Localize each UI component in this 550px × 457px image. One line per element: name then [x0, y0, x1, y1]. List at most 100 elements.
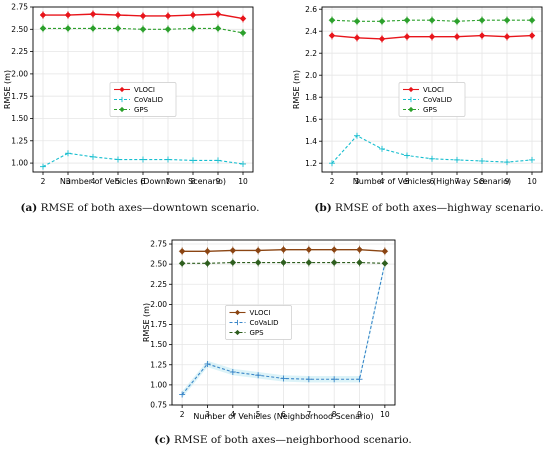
data-point-covalid [354, 132, 360, 139]
legend-box [225, 305, 292, 340]
panel-neighborhood: 2 3 4 5 6 7 8 9 10 0.75 1.00 1.25 1.50 1.75 2.00 2.25 2.… [142, 239, 412, 446]
data-point-covalid [479, 158, 485, 164]
x-tick-label: 2 [180, 410, 185, 419]
legend-label-covalid: CoVaLID [134, 96, 163, 104]
y-tick-label: 2.4 [305, 27, 317, 36]
x-axis-label: Number of Vehicles (Highway Scenario) [353, 177, 511, 186]
legend-swatch-marker [234, 309, 241, 316]
x-tick-label: 9 [357, 410, 362, 419]
panel-downtown: 2 3 4 5 6 7 8 9 10 1.00 1.25 1.50 1.75 2.00 2.25 2.50 2.… [3, 3, 259, 214]
legend: VLOCI CoVaLID GPS [109, 82, 177, 117]
y-tick-label: 2.00 [11, 69, 28, 78]
x-tick-label: 8 [332, 410, 337, 419]
y-tick-label: 1.75 [11, 92, 28, 101]
data-point-covalid [204, 360, 211, 367]
data-point-covalid [65, 150, 71, 157]
data-point-covalid [331, 376, 338, 383]
data-point-covalid [90, 153, 96, 160]
x-tick-label: 6 [141, 177, 146, 186]
x-axis-label: Number of Vehicles (Neighborhood Scenari… [193, 412, 373, 421]
x-tick-label: 5 [116, 177, 121, 186]
y-tick-label: 1.50 [11, 114, 28, 123]
y-tick-label: 1.8 [305, 93, 317, 102]
x-tick-label: 4 [380, 177, 385, 186]
panel-caption: (b) RMSE of both axes—highway scenario. [314, 202, 543, 214]
caption-text: RMSE of both axes—downtown scenario. [37, 202, 259, 214]
data-point-covalid [140, 156, 146, 163]
x-tick-label: 5 [256, 410, 261, 419]
x-tick-label: 2 [330, 177, 335, 186]
y-tick-label: 2.00 [150, 300, 167, 309]
x-tick-label: 4 [230, 410, 235, 419]
data-point-covalid [504, 159, 510, 166]
caption-label: (b) [314, 202, 331, 214]
x-tick-label: 7 [306, 410, 311, 419]
legend-swatch-marker [119, 86, 125, 93]
y-tick-label: 1.00 [150, 380, 167, 389]
data-point-covalid [305, 376, 312, 383]
legend-label-gps: GPS [134, 106, 149, 114]
y-tick-label: 1.6 [305, 115, 317, 124]
y-tick-label: 1.75 [150, 320, 167, 329]
data-point-covalid [529, 156, 535, 163]
x-tick-label: 7 [455, 177, 460, 186]
data-point-covalid [179, 391, 186, 398]
y-tick-label: 2.50 [11, 25, 28, 34]
y-tick-label: 0.75 [150, 401, 167, 410]
y-axis-label: RMSE (m) [3, 70, 12, 109]
data-point-covalid [379, 145, 385, 152]
y-axis-label: RMSE (m) [292, 70, 301, 109]
legend-label-gps: GPS [423, 106, 438, 114]
panel-highway: 2 3 4 5 6 7 8 9 10 1.2 1.4 1.6 1.8 2.0 2.2 2.4 2.6 Number… [292, 5, 544, 214]
y-tick-label: 1.00 [11, 159, 28, 168]
data-point-covalid [280, 375, 287, 382]
x-axis-label: Number of Vehicles (Downtown Scenario) [60, 177, 226, 186]
panel-caption: (a) RMSE of both axes—downtown scenario. [21, 202, 260, 214]
x-tick-label: 3 [66, 177, 71, 186]
legend-label-covalid: CoVaLID [250, 319, 279, 327]
data-point-covalid [454, 156, 460, 163]
x-tick-label: 7 [166, 177, 171, 186]
legend-swatch-marker [119, 106, 125, 113]
data-point-covalid [215, 157, 221, 164]
series-line-covalid [42, 152, 244, 168]
x-tick-label: 9 [216, 177, 221, 186]
y-axis-label: RMSE (m) [142, 303, 151, 342]
legend-swatch-marker [234, 329, 241, 336]
x-tick-label: 9 [505, 177, 510, 186]
data-point-covalid [404, 152, 410, 159]
data-point-covalid [115, 156, 121, 163]
x-tick-label: 8 [191, 177, 196, 186]
y-tick-label: 1.4 [305, 137, 317, 146]
x-tick-label: 5 [405, 177, 410, 186]
y-tick-label: 2.25 [150, 280, 167, 289]
x-tick-label: 6 [281, 410, 286, 419]
y-tick-label: 2.75 [150, 240, 167, 249]
y-tick-label: 2.50 [150, 260, 167, 269]
legend: VLOCI CoVaLID GPS [398, 82, 466, 117]
legend-label-covalid: CoVaLID [423, 96, 452, 104]
legend-label-vloci: VLOCI [250, 309, 271, 317]
y-tick-label: 2.6 [305, 5, 317, 14]
x-tick-label: 8 [480, 177, 485, 186]
data-point-covalid [240, 160, 246, 167]
x-tick-label: 3 [355, 177, 360, 186]
x-tick-label: 4 [91, 177, 96, 186]
caption-text: RMSE of both axes—neighborhood scenario. [171, 434, 412, 446]
legend-label-vloci: VLOCI [134, 86, 155, 94]
panel-caption: (c) RMSE of both axes—neighborhood scena… [154, 434, 411, 446]
y-tick-label: 2.0 [305, 71, 317, 80]
data-point-covalid [190, 157, 196, 164]
legend-box [398, 82, 466, 117]
x-tick-label: 10 [238, 177, 248, 186]
legend-swatch-marker [408, 86, 414, 93]
data-point-covalid [255, 372, 262, 379]
data-point-covalid [229, 369, 236, 375]
caption-text: RMSE of both axes—highway scenario. [332, 202, 544, 214]
x-tick-label: 2 [41, 177, 46, 186]
y-tick-label: 1.25 [150, 360, 167, 369]
legend-label-vloci: VLOCI [423, 86, 444, 94]
data-point-covalid [329, 160, 335, 167]
y-tick-label: 1.50 [150, 340, 167, 349]
